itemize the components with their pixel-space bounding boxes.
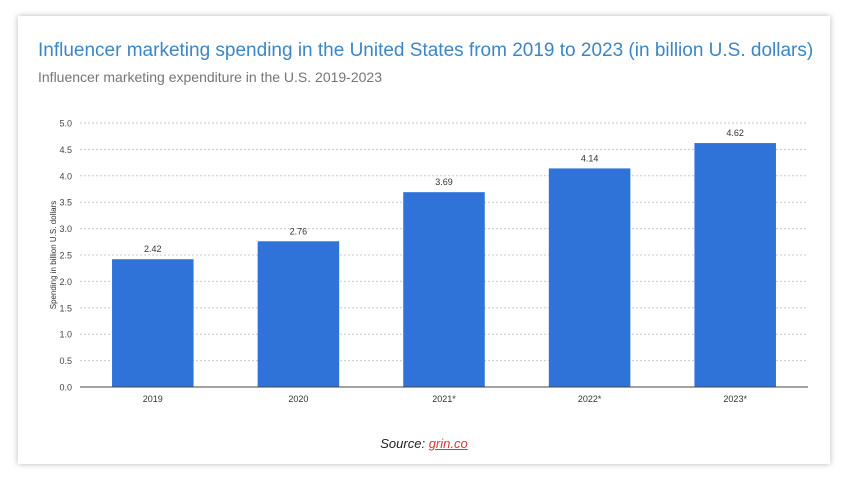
bars [112,143,776,387]
y-tick-label: 3.5 [59,198,72,208]
y-tick-label: 2.5 [59,251,72,261]
y-tick-label: 0.0 [59,383,72,393]
y-tick-label: 4.0 [59,171,72,181]
x-tick-label: 2022* [578,394,602,404]
value-label: 3.69 [435,177,453,187]
bar-chart: 0.00.51.01.52.02.53.03.54.04.55.0 2.422.… [49,119,808,404]
value-labels: 2.42 2.76 3.69 4.14 4.62 [144,128,744,254]
bar [548,168,631,387]
y-tick-labels: 0.0 0.5 1.0 1.5 2.0 2.5 3.0 3.5 4.0 4.5 5.0 [59,119,72,393]
y-tick-label: 5.0 [59,119,72,129]
value-label: 2.42 [144,244,162,254]
source-link[interactable]: grin.co [428,436,468,451]
bar [112,259,194,387]
y-axis-label: Spending in billion U.S. dollars [49,201,58,310]
bar [403,192,485,387]
bar [694,143,776,387]
source-prefix: Source: [380,436,429,451]
chart-card: Influencer marketing spending in the Uni… [18,16,830,464]
x-tick-labels: 2019 2020 2021* 2022* 2023* [143,394,748,404]
x-tick-label: 2019 [143,394,163,404]
chart-subtitle: Influencer marketing expenditure in the … [38,69,382,85]
chart-title: Influencer marketing spending in the Uni… [38,40,814,61]
value-label: 4.14 [581,153,599,163]
x-tick-label: 2023* [723,394,747,404]
source-note: Source: grin.co [18,436,830,451]
y-tick-label: 4.5 [59,145,72,155]
y-tick-label: 1.5 [59,303,72,313]
x-tick-label: 2020 [288,394,308,404]
y-tick-label: 2.0 [59,277,72,287]
value-label: 4.62 [726,128,744,138]
y-tick-label: 0.5 [59,356,72,366]
x-tick-label: 2021* [432,394,456,404]
y-tick-label: 3.0 [59,224,72,234]
bar [257,241,340,387]
value-label: 2.76 [290,226,308,236]
y-tick-label: 1.0 [59,330,72,340]
